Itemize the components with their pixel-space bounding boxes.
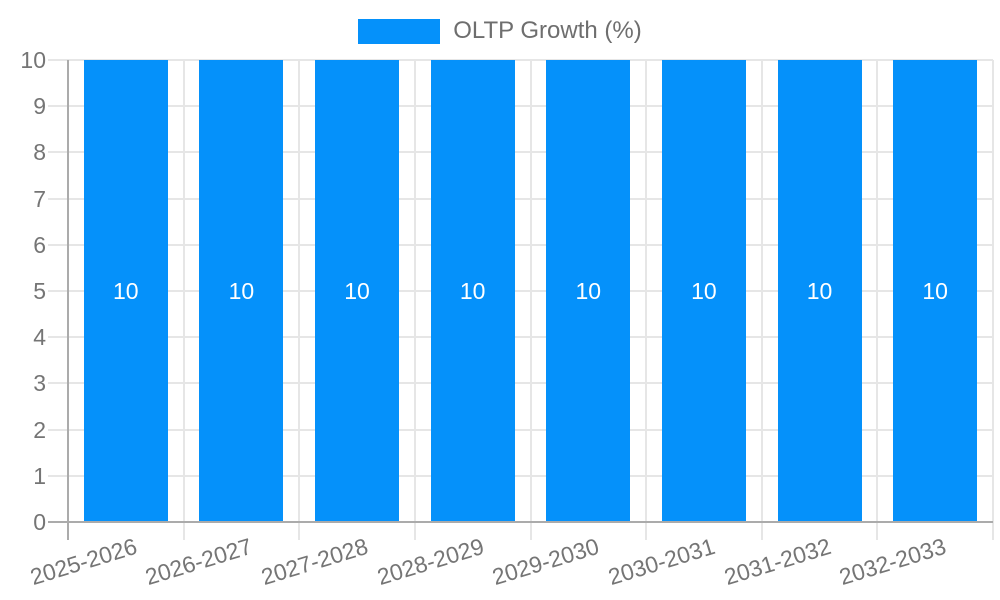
y-axis-line bbox=[67, 60, 69, 540]
y-axis-label: 0 bbox=[33, 509, 46, 535]
bar-value-label: 10 bbox=[806, 278, 833, 304]
gridline-horizontal bbox=[48, 382, 993, 385]
y-axis-label: 5 bbox=[33, 278, 46, 304]
bar[interactable] bbox=[83, 60, 168, 522]
gridline-vertical bbox=[992, 60, 994, 540]
gridline-vertical bbox=[760, 60, 763, 540]
y-axis-label: 6 bbox=[33, 231, 46, 258]
bar-value-label: 10 bbox=[922, 278, 948, 304]
legend-label: OLTP Growth (%) bbox=[453, 17, 642, 44]
y-axis-label: 10 bbox=[20, 47, 46, 73]
gridline-vertical bbox=[876, 60, 879, 540]
bar-value-label: 10 bbox=[113, 278, 139, 304]
y-axis-label: 1 bbox=[33, 462, 46, 489]
y-axis-label: 2 bbox=[33, 416, 46, 443]
y-axis-label: 8 bbox=[33, 139, 46, 166]
bar[interactable] bbox=[777, 60, 862, 522]
gridline-horizontal bbox=[48, 197, 993, 200]
legend[interactable]: OLTP Growth (%) bbox=[0, 17, 1000, 45]
bar[interactable] bbox=[546, 60, 631, 522]
gridline-vertical bbox=[298, 60, 301, 540]
y-axis-label: 3 bbox=[33, 370, 46, 397]
bar-value-label: 10 bbox=[344, 278, 370, 304]
gridline-horizontal bbox=[48, 474, 993, 477]
x-axis-line bbox=[48, 521, 993, 523]
y-axis-label: 4 bbox=[33, 324, 46, 351]
bar[interactable] bbox=[315, 60, 400, 522]
bar-value-label: 10 bbox=[228, 278, 255, 304]
gridline-horizontal bbox=[48, 243, 993, 246]
gridline-vertical bbox=[413, 60, 416, 540]
y-axis-label: 9 bbox=[33, 93, 46, 120]
gridline-horizontal bbox=[48, 59, 993, 61]
bar-value-label: 10 bbox=[459, 278, 486, 304]
bar[interactable] bbox=[430, 60, 515, 522]
gridline-horizontal bbox=[48, 151, 993, 154]
gridline-horizontal bbox=[48, 105, 993, 108]
bar[interactable] bbox=[661, 60, 746, 522]
gridline-horizontal bbox=[48, 428, 993, 431]
gridline-vertical bbox=[182, 60, 185, 540]
bar[interactable] bbox=[199, 60, 284, 522]
y-axis-label: 7 bbox=[33, 185, 46, 212]
bar-value-label: 10 bbox=[575, 278, 602, 304]
gridline-vertical bbox=[645, 60, 648, 540]
gridline-horizontal bbox=[48, 290, 993, 292]
gridline-vertical bbox=[529, 60, 532, 540]
bar[interactable] bbox=[893, 60, 978, 522]
gridline-horizontal bbox=[48, 336, 993, 339]
bar-value-label: 10 bbox=[691, 278, 717, 304]
legend-swatch bbox=[358, 18, 441, 44]
